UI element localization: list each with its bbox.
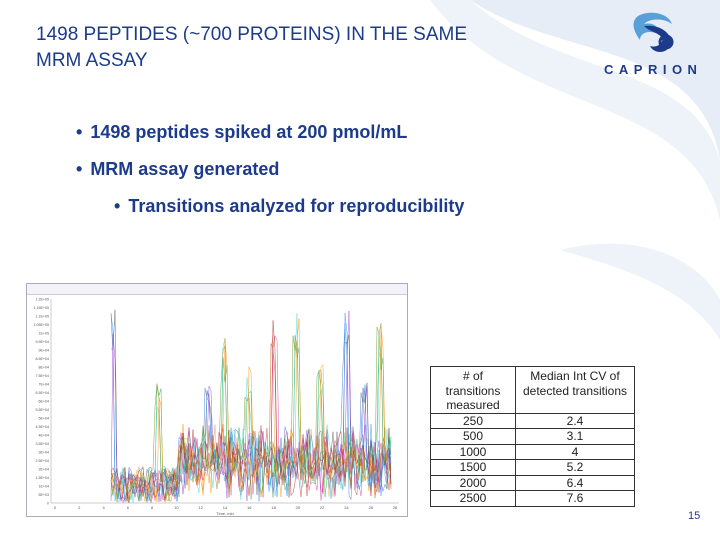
y-tick-label: 8E+04 [39,366,50,370]
y-tick-label: 7.5E+04 [36,374,50,378]
cell-transitions: 2500 [430,490,516,507]
y-tick-label: 2E+04 [39,468,50,472]
y-tick-label: 0 [47,502,49,506]
cell-transitions: 1000 [430,443,516,460]
logo-wordmark: CAPRION [604,62,703,77]
cell-cv: 3.1 [515,428,635,445]
x-tick-label: 18 [271,505,276,510]
x-tick-label: 16 [247,505,252,510]
y-tick-label: 5E+03 [39,493,50,497]
x-tick-label: 6 [127,505,130,510]
chromatogram-plot: 1.2E+05 1.15E+05 1.1E+05 1.05E+05 1E+05 9.5E+… [34,298,399,516]
chromatogram-screenshot: 1.2E+05 1.15E+05 1.1E+05 1.05E+05 1E+05 9.5E+… [26,283,408,517]
page-number: 15 [688,510,701,522]
y-tick-label: 1.5E+04 [36,476,50,480]
y-tick-label: 6.5E+04 [36,391,50,395]
y-tick-label: 4.5E+04 [36,425,50,429]
table-row: 250 2.4 [430,412,635,429]
cell-transitions: 2000 [430,474,516,491]
y-tick-label: 1E+05 [39,332,50,336]
y-tick-label: 1.1E+05 [36,315,50,319]
cell-transitions: 500 [430,428,516,445]
bullet-list: • 1498 peptides spiked at 200 pmol/mL • MR… [76,122,464,233]
y-tick-label: 3E+04 [39,451,50,455]
x-tick-label: 22 [320,505,325,510]
y-tick-label: 1.05E+05 [34,323,50,327]
cell-cv: 2.4 [515,412,635,429]
y-tick-label: 7E+04 [39,383,50,387]
table-row: 1500 5.2 [430,459,635,476]
header-median-cv: Median Int CV of detected transitions [515,366,635,414]
bullet-item: • 1498 peptides spiked at 200 pmol/mL [76,122,408,142]
header-transitions: # of transitions measured [430,366,516,414]
table-row: 500 3.1 [430,428,635,445]
sub-bullet-item: • Transitions analyzed for reproducibilit… [114,196,465,216]
y-tick-label: 9.5E+04 [36,340,50,344]
chromatogram-trace [110,320,392,502]
table-row: 1000 4 [430,443,635,460]
cell-transitions: 250 [430,412,516,429]
bullet-text: MRM assay generated [90,159,280,179]
x-tick-label: 8 [151,505,154,510]
cell-cv: 6.4 [515,474,635,491]
x-tick-label: 20 [296,505,301,510]
cell-transitions: 1500 [430,459,516,476]
y-tick-label: 1.15E+05 [34,306,50,310]
y-tick-label: 5.5E+04 [36,408,50,412]
bullet-item: • MRM assay generated [76,159,280,179]
cell-cv: 7.6 [515,490,635,507]
x-axis-label: Time, min [216,511,233,516]
x-tick-label: 2 [78,505,81,510]
y-tick-label: 1.2E+05 [36,298,50,302]
x-tick-label: 28 [393,505,398,510]
y-tick-label: 4E+04 [39,434,50,438]
table-row: 2000 6.4 [430,474,635,491]
y-tick-label: 9E+04 [39,349,50,353]
y-tick-label: 8.5E+04 [36,357,50,361]
x-tick-label: 0 [54,505,57,510]
x-tick-label: 26 [368,505,373,510]
chromatogram-trace [110,318,392,503]
bullet-text: 1498 peptides spiked at 200 pmol/mL [90,122,408,142]
x-tick-label: 14 [223,505,228,510]
chromatogram-trace [110,335,392,503]
cv-table: # of transitions measured Median Int CV … [430,366,635,507]
cell-cv: 5.2 [515,459,635,476]
sub-bullet-text: Transitions analyzed for reproducibility [128,196,465,216]
caprion-logo [633,12,674,52]
table-row: 2500 7.6 [430,490,635,507]
y-tick-label: 3.5E+04 [36,442,50,446]
chromatogram-header-bar [27,284,407,295]
y-tick-label: 6E+04 [39,400,50,404]
slide-title: 1498 PEPTIDES (~700 PROTEINS) IN THE SAM… [36,24,467,71]
x-tick-label: 4 [102,505,105,510]
x-tick-label: 12 [198,505,203,510]
y-tick-label: 5E+04 [39,417,50,421]
x-tick-label: 24 [344,505,349,510]
y-tick-label: 1E+04 [39,485,50,489]
x-tick-label: 10 [174,505,179,510]
y-tick-label: 2.5E+04 [36,459,50,463]
cell-cv: 4 [515,443,635,460]
chromatogram-trace [110,334,392,504]
